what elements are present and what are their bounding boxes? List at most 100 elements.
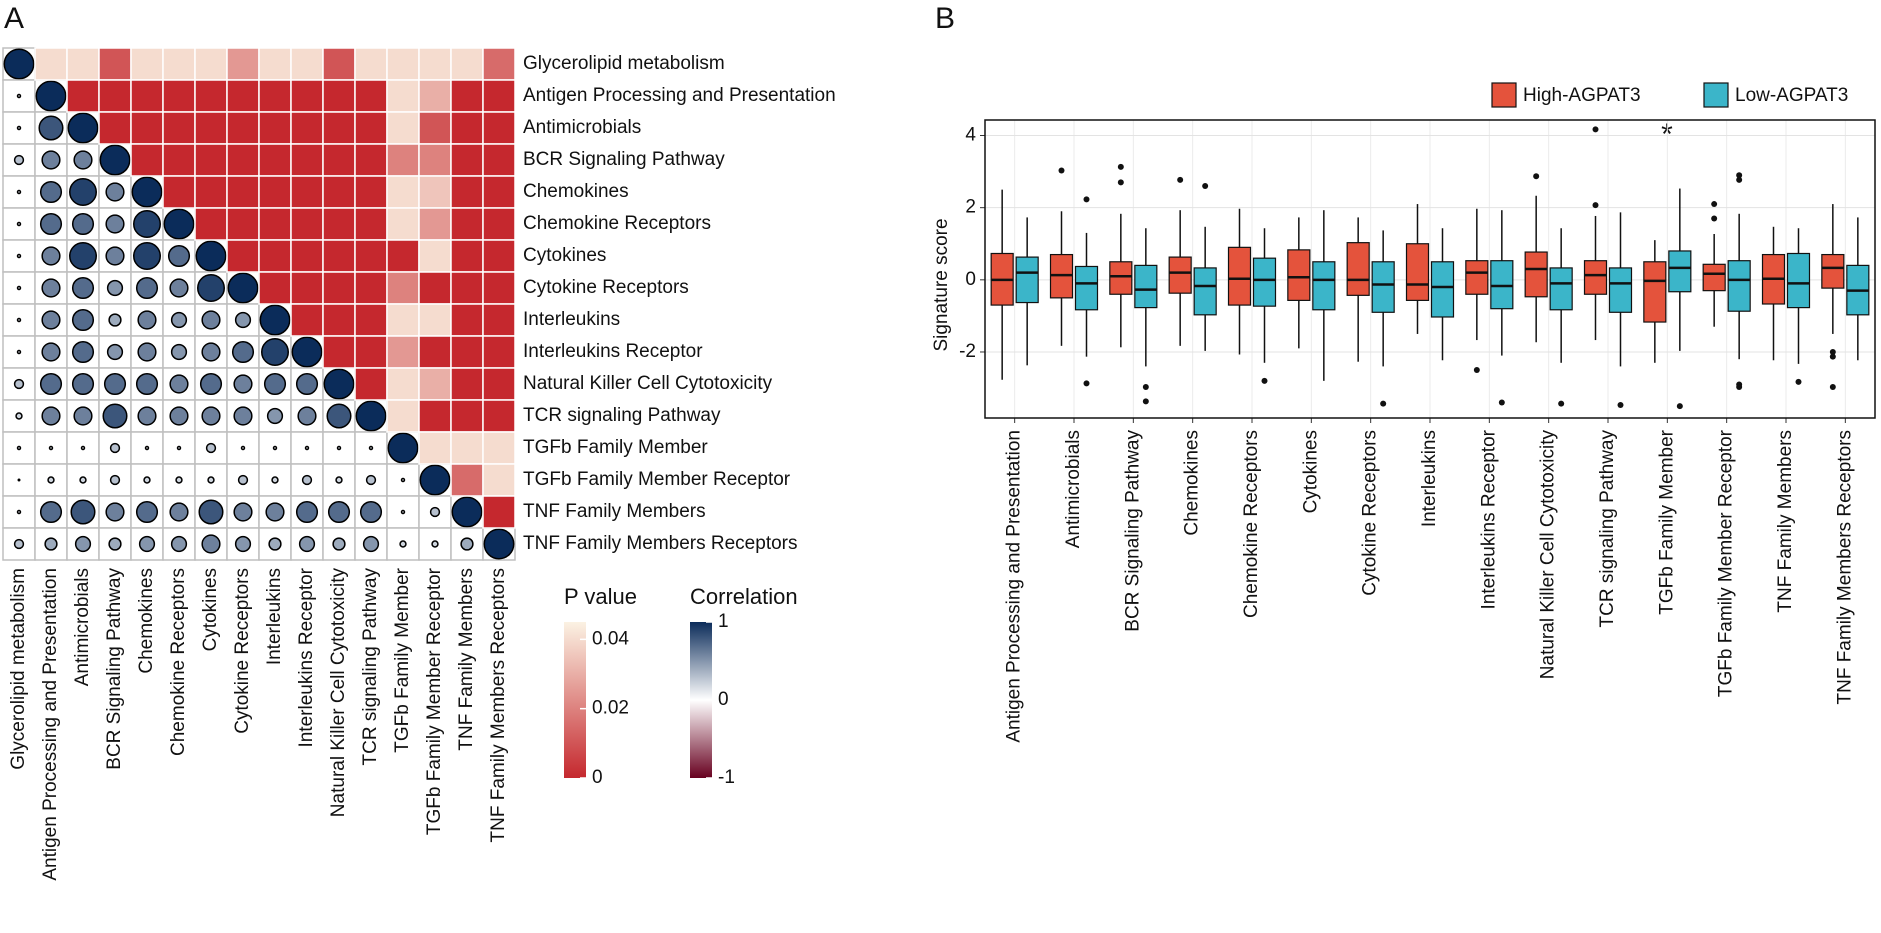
p-value-cell bbox=[482, 463, 516, 497]
p-value-cell bbox=[450, 47, 484, 81]
correlation-circle bbox=[304, 445, 310, 451]
correlation-circle bbox=[135, 500, 159, 524]
correlation-circle bbox=[13, 378, 25, 390]
correlation-circle bbox=[169, 406, 189, 426]
correlation-circle bbox=[291, 336, 323, 368]
p-value-cell bbox=[450, 303, 484, 337]
y-tick-label: 4 bbox=[965, 125, 976, 146]
p-value-cell bbox=[290, 303, 324, 337]
correlation-circle bbox=[79, 476, 87, 484]
correlation-circle bbox=[207, 476, 215, 484]
p-value-cell bbox=[386, 303, 420, 337]
box bbox=[1312, 261, 1336, 311]
cell bbox=[98, 527, 132, 561]
column-label: TCR signaling Pathway bbox=[360, 568, 381, 766]
p-value-cell bbox=[194, 79, 228, 113]
outlier bbox=[1558, 400, 1565, 407]
row-label: Antimicrobials bbox=[523, 117, 641, 138]
p-value-cell bbox=[450, 335, 484, 369]
x-tick-label: TNF Family Members bbox=[1775, 430, 1796, 613]
p-value-cell bbox=[450, 111, 484, 145]
outlier bbox=[1083, 196, 1090, 203]
p-value-cell bbox=[418, 303, 452, 337]
p-value-cell bbox=[482, 207, 516, 241]
correlation-circle bbox=[169, 502, 189, 522]
outlier bbox=[1711, 215, 1718, 222]
outlier bbox=[1117, 179, 1124, 186]
correlation-circle bbox=[326, 403, 352, 429]
p-value-cell bbox=[354, 303, 388, 337]
p-value-cell bbox=[226, 111, 260, 145]
box bbox=[1346, 242, 1370, 296]
p-value-cell bbox=[450, 463, 484, 497]
correlation-circle bbox=[69, 242, 97, 270]
p-value-cell bbox=[482, 367, 516, 401]
p-value-cell bbox=[290, 143, 324, 177]
correlation-circle bbox=[234, 535, 252, 553]
correlation-circle bbox=[41, 246, 61, 266]
p-value-cell bbox=[386, 335, 420, 369]
correlation-circle bbox=[163, 208, 195, 240]
x-tick-label: TCR signaling Pathway bbox=[1597, 430, 1618, 628]
box bbox=[1702, 263, 1726, 292]
box bbox=[1821, 253, 1845, 289]
p-value-cell bbox=[290, 271, 324, 305]
p-value-cell bbox=[226, 239, 260, 273]
box bbox=[1643, 261, 1667, 323]
p-value-cell bbox=[354, 111, 388, 145]
colorbar bbox=[564, 622, 586, 778]
correlation-circle bbox=[137, 406, 157, 426]
p-value-cell bbox=[130, 143, 164, 177]
correlation-circle bbox=[234, 311, 252, 329]
box bbox=[1727, 260, 1751, 312]
correlation-circle bbox=[231, 340, 255, 364]
box bbox=[1015, 256, 1039, 304]
correlation-circle bbox=[16, 253, 22, 259]
p-value-cell bbox=[482, 335, 516, 369]
box bbox=[1371, 261, 1395, 313]
box bbox=[1074, 265, 1099, 311]
correlation-circle bbox=[35, 80, 67, 112]
p-value-cell bbox=[450, 399, 484, 433]
y-axis-label: Signature score bbox=[931, 218, 952, 351]
x-tick-label: Natural Killer Cell Cytotoxicity bbox=[1538, 430, 1559, 680]
panel-label: B bbox=[935, 2, 955, 35]
p-value-cell bbox=[354, 239, 388, 273]
box bbox=[1168, 256, 1192, 294]
x-tick-label: TGFb Family Member bbox=[1656, 429, 1677, 614]
x-tick-label: TGFb Family Member Receptor bbox=[1716, 429, 1737, 697]
outlier bbox=[1736, 383, 1743, 390]
correlation-circle bbox=[170, 535, 188, 553]
p-value-cell bbox=[290, 207, 324, 241]
correlation-circle bbox=[41, 406, 61, 426]
p-value-cell bbox=[386, 239, 420, 273]
column-label: TGFb Family Member Receptor bbox=[424, 567, 445, 835]
correlation-circle bbox=[133, 210, 161, 238]
correlation-circle bbox=[69, 178, 97, 206]
correlation-circle bbox=[15, 412, 23, 420]
p-value-cell bbox=[98, 47, 132, 81]
outlier bbox=[1202, 183, 1209, 190]
row-label: Antigen Processing and Presentation bbox=[523, 85, 836, 106]
correlation-circle bbox=[240, 445, 246, 451]
correlation-circle bbox=[197, 274, 225, 302]
correlation-circle bbox=[355, 400, 387, 432]
box bbox=[1109, 261, 1133, 295]
y-tick-label: 2 bbox=[965, 197, 976, 218]
y-tick-label: -2 bbox=[959, 341, 976, 362]
outlier bbox=[1795, 378, 1802, 385]
correlation-circle bbox=[387, 432, 419, 464]
p-value-cell bbox=[418, 271, 452, 305]
correlation-circle bbox=[359, 500, 383, 524]
correlation-circle bbox=[399, 540, 407, 548]
p-value-cell bbox=[322, 175, 356, 209]
correlation-circle bbox=[259, 304, 291, 336]
p-value-cell bbox=[386, 271, 420, 305]
column-label: Cytokine Receptors bbox=[232, 568, 253, 734]
x-tick-label: Cytokines bbox=[1300, 430, 1321, 513]
correlation-circle bbox=[48, 445, 54, 451]
correlation-circle bbox=[71, 308, 95, 332]
correlation-circle bbox=[16, 189, 22, 195]
p-value-cell bbox=[450, 239, 484, 273]
